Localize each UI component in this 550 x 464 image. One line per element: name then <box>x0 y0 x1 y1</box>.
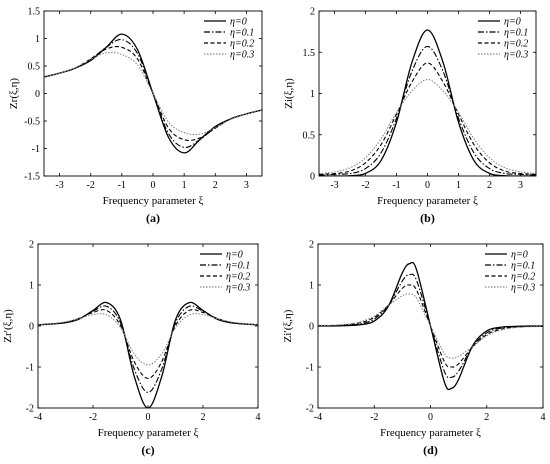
x-tick-label: 2 <box>201 412 206 423</box>
x-tick-label: -2 <box>87 180 95 191</box>
y-tick-label: 0.5 <box>303 130 316 141</box>
chart-panel-b: -3 -2 -1 0 1 2 3 0 0.5 1 1.5 2 Frequency parameter ξ… <box>283 7 537 225</box>
y-tick-label: 1 <box>35 34 40 45</box>
y-tick-label: 0 <box>29 322 34 333</box>
legend-entry: η=0.1 <box>511 261 535 272</box>
y-tick-label: 0 <box>310 172 315 183</box>
legend-entry: η=0.1 <box>226 261 250 272</box>
y-tick-label: -1 <box>32 144 40 155</box>
x-tick-label: 2 <box>487 180 492 191</box>
y-tick-label: -0.5 <box>24 117 40 128</box>
x-tick-label: -2 <box>370 412 378 423</box>
series-line-0 <box>319 29 536 176</box>
x-tick-label: 4 <box>256 412 261 423</box>
series-line-3 <box>44 51 262 136</box>
legend-entry: η=0.3 <box>230 50 254 61</box>
x-tick-label: -2 <box>361 180 369 191</box>
y-tick-label: 1.5 <box>28 7 41 18</box>
x-tick-label: 3 <box>518 180 523 191</box>
x-axis-label: Frequency parameter ξ <box>98 427 199 439</box>
plot-frame <box>37 243 259 409</box>
x-tick-label: 0 <box>425 180 430 191</box>
series-line-0 <box>38 301 258 408</box>
x-tick-label: -2 <box>89 412 97 423</box>
x-axis-label: Frequency parameter ξ <box>377 195 478 207</box>
y-tick-label: 2 <box>29 240 34 251</box>
legend-entry: η=0.2 <box>511 272 535 283</box>
series-line-1 <box>318 273 543 379</box>
series-line-3 <box>318 293 543 359</box>
legend-entry: η=0.3 <box>504 50 528 61</box>
panel-caption: (d) <box>423 443 438 457</box>
y-tick-label: -1 <box>26 363 34 374</box>
y-tick-label: -1 <box>306 363 314 374</box>
x-tick-label: 2 <box>213 180 218 191</box>
y-axis-label: Zi(ξ,η) <box>283 78 295 109</box>
chart-panel-a: -3 -2 -1 0 1 2 3 -1.5 -1 -0.5 0 0.5 1 1.5 Frequency pa… <box>8 7 263 225</box>
legend-entry: η=0 <box>504 17 521 28</box>
x-tick-label: -4 <box>314 412 322 423</box>
legend-entry: η=0 <box>226 250 243 261</box>
legend-entry: η=0 <box>511 250 528 261</box>
x-tick-label: -1 <box>118 180 126 191</box>
legend-entry: η=0.1 <box>504 28 528 39</box>
series-line-2 <box>38 309 258 380</box>
series-line-2 <box>318 284 543 368</box>
legend-entry: η=0 <box>230 17 247 28</box>
legend-entry: η=0.3 <box>226 283 250 294</box>
y-axis-label: Zr′(ξ,η) <box>2 309 14 343</box>
y-tick-label: 1.5 <box>303 48 316 59</box>
y-tick-label: 2 <box>309 240 314 251</box>
y-tick-label: 2 <box>310 7 315 18</box>
x-tick-label: 1 <box>456 180 461 191</box>
x-tick-label: 0 <box>151 180 156 191</box>
panel-caption: (c) <box>141 443 154 457</box>
y-tick-label: 1 <box>29 281 34 292</box>
y-tick-label: 0 <box>35 89 40 100</box>
x-tick-label: 3 <box>244 180 249 191</box>
y-tick-label: 1 <box>309 281 314 292</box>
legend-entry: η=0.3 <box>511 283 535 294</box>
x-axis-label: Frequency parameter ξ <box>103 195 204 207</box>
x-axis-label: Frequency parameter ξ <box>380 427 481 439</box>
x-tick-label: -3 <box>330 180 338 191</box>
series-line-2 <box>319 62 536 175</box>
legend-entry: η=0.2 <box>504 39 528 50</box>
legend-entry: η=0.2 <box>226 272 250 283</box>
y-tick-label: 0.5 <box>28 62 41 73</box>
x-tick-label: 0 <box>146 412 151 423</box>
x-tick-label: 2 <box>484 412 489 423</box>
series-line-3 <box>319 78 536 175</box>
x-tick-label: 4 <box>541 412 546 423</box>
series-line-1 <box>38 305 258 393</box>
x-tick-label: -3 <box>55 180 63 191</box>
series-line-1 <box>319 45 536 176</box>
x-tick-label: -1 <box>392 180 400 191</box>
y-tick-label: -2 <box>306 404 314 415</box>
x-tick-label: -4 <box>34 412 42 423</box>
legend-entry: η=0.1 <box>230 28 254 39</box>
y-tick-label: -1.5 <box>24 172 40 183</box>
y-tick-label: -2 <box>26 404 34 415</box>
y-tick-label: 0 <box>309 322 314 333</box>
y-tick-label: 1 <box>310 89 315 100</box>
legend-entry: η=0.2 <box>230 39 254 50</box>
panel-caption: (a) <box>146 211 160 225</box>
panel-caption: (b) <box>420 211 435 225</box>
x-tick-label: 0 <box>428 412 433 423</box>
y-axis-label: Zi′(ξ,η) <box>282 309 294 342</box>
y-axis-label: Zr(ξ,η) <box>8 78 20 109</box>
x-tick-label: 1 <box>182 180 187 191</box>
